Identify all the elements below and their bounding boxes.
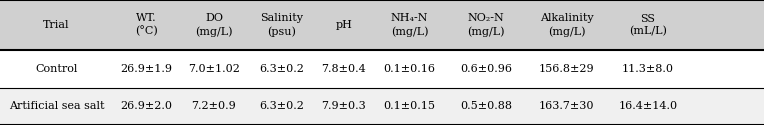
Bar bbox=[0, 88, 764, 125]
Text: 7.8±0.4: 7.8±0.4 bbox=[322, 64, 366, 74]
Text: SS
(mL/L): SS (mL/L) bbox=[629, 14, 667, 36]
Text: WT.
(°C): WT. (°C) bbox=[135, 13, 158, 37]
Text: Alkalinity
(mg/L): Alkalinity (mg/L) bbox=[540, 13, 594, 37]
Text: 26.9±2.0: 26.9±2.0 bbox=[121, 101, 173, 111]
Text: 0.1±0.16: 0.1±0.16 bbox=[384, 64, 435, 74]
Bar bbox=[0, 50, 764, 88]
Text: 0.5±0.88: 0.5±0.88 bbox=[460, 101, 512, 111]
Text: 0.6±0.96: 0.6±0.96 bbox=[460, 64, 512, 74]
Bar bbox=[0, 0, 764, 50]
Text: Control: Control bbox=[35, 64, 78, 74]
Text: 16.4±14.0: 16.4±14.0 bbox=[618, 101, 678, 111]
Text: 156.8±29: 156.8±29 bbox=[539, 64, 594, 74]
Text: 7.9±0.3: 7.9±0.3 bbox=[322, 101, 366, 111]
Text: 7.0±1.02: 7.0±1.02 bbox=[188, 64, 240, 74]
Text: NO₂-N
(mg/L): NO₂-N (mg/L) bbox=[467, 13, 505, 37]
Text: 26.9±1.9: 26.9±1.9 bbox=[121, 64, 173, 74]
Text: 7.2±0.9: 7.2±0.9 bbox=[192, 101, 236, 111]
Text: 0.1±0.15: 0.1±0.15 bbox=[384, 101, 435, 111]
Text: Artificial sea salt: Artificial sea salt bbox=[8, 101, 104, 111]
Text: Trial: Trial bbox=[44, 20, 70, 30]
Text: 6.3±0.2: 6.3±0.2 bbox=[260, 101, 304, 111]
Text: 163.7±30: 163.7±30 bbox=[539, 101, 594, 111]
Text: NH₄-N
(mg/L): NH₄-N (mg/L) bbox=[390, 13, 429, 37]
Text: pH: pH bbox=[335, 20, 352, 30]
Text: DO
(mg/L): DO (mg/L) bbox=[195, 13, 233, 37]
Text: Salinity
(psu): Salinity (psu) bbox=[261, 13, 303, 37]
Text: 6.3±0.2: 6.3±0.2 bbox=[260, 64, 304, 74]
Text: 11.3±8.0: 11.3±8.0 bbox=[622, 64, 674, 74]
